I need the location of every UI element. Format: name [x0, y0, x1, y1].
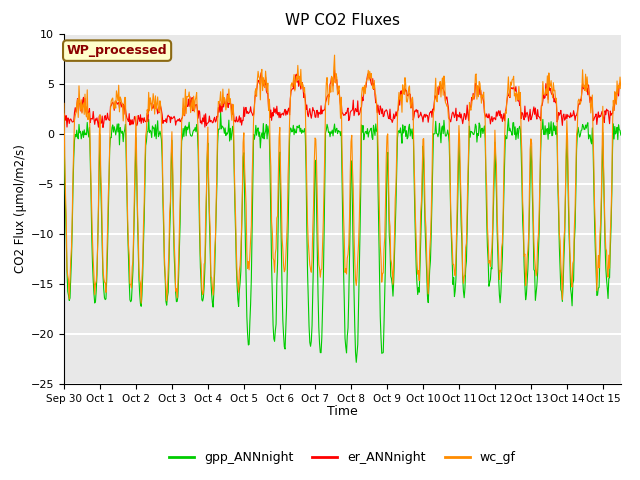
Y-axis label: CO2 Flux (μmol/m2/s): CO2 Flux (μmol/m2/s) [13, 144, 27, 273]
X-axis label: Time: Time [327, 405, 358, 418]
Legend: gpp_ANNnight, er_ANNnight, wc_gf: gpp_ANNnight, er_ANNnight, wc_gf [164, 446, 520, 469]
Title: WP CO2 Fluxes: WP CO2 Fluxes [285, 13, 400, 28]
Text: WP_processed: WP_processed [67, 44, 168, 57]
